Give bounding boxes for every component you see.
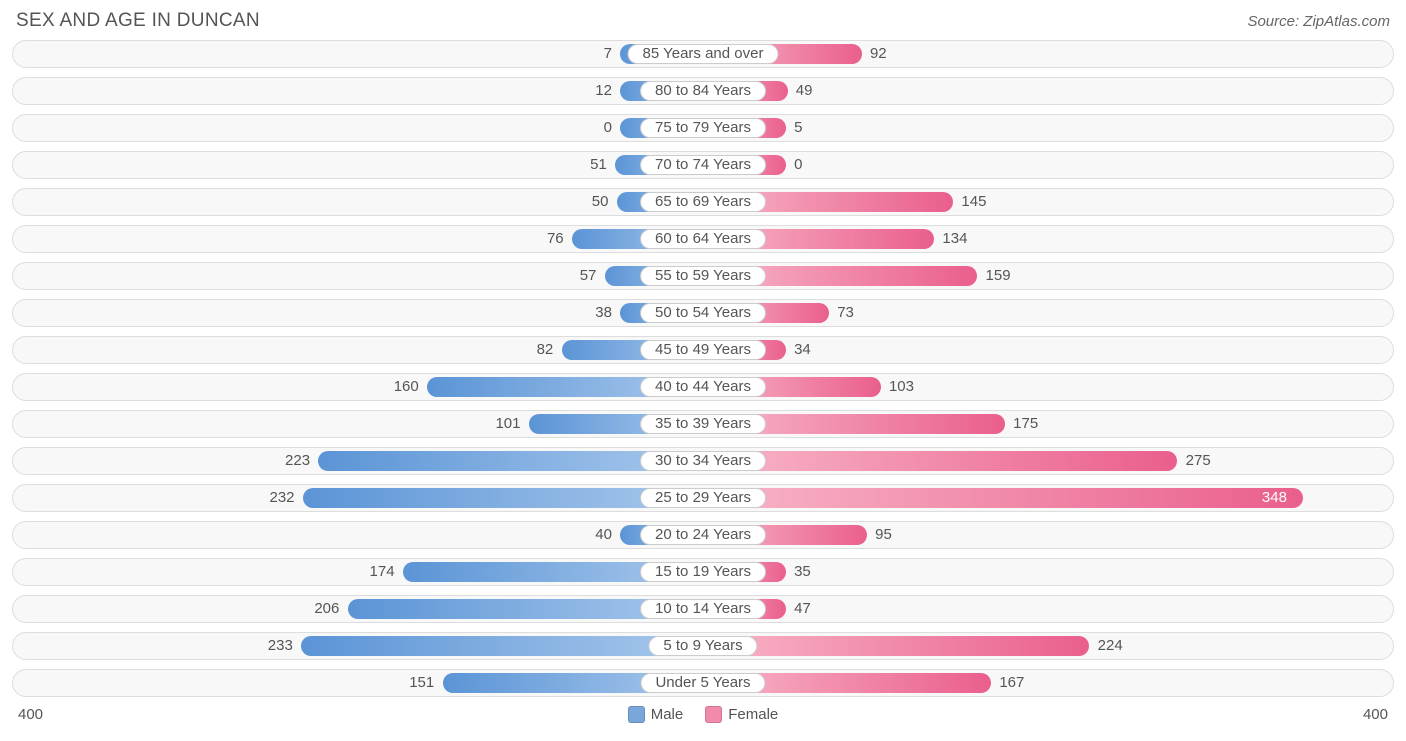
- age-label-pill: 45 to 49 Years: [640, 340, 766, 360]
- age-label-pill: 75 to 79 Years: [640, 118, 766, 138]
- age-label-pill: 25 to 29 Years: [640, 488, 766, 508]
- male-value: 160: [394, 374, 419, 400]
- age-label-pill: 5 to 9 Years: [648, 636, 757, 656]
- chart-footer: 400 Male Female 400: [12, 706, 1394, 723]
- age-label-pill: 80 to 84 Years: [640, 81, 766, 101]
- female-value: 159: [986, 263, 1011, 289]
- female-bar: [703, 488, 1303, 508]
- age-label-pill: 40 to 44 Years: [640, 377, 766, 397]
- pyramid-row: 151 167 Under 5 Years: [12, 669, 1394, 697]
- male-value: 151: [409, 670, 434, 696]
- pyramid-row: 206 47 10 to 14 Years: [12, 595, 1394, 623]
- female-value: 167: [999, 670, 1024, 696]
- male-value: 40: [595, 522, 612, 548]
- male-swatch-icon: [628, 706, 645, 723]
- female-value: 134: [942, 226, 967, 252]
- female-value: 5: [794, 115, 802, 141]
- male-value: 232: [270, 485, 295, 511]
- female-bar: [703, 636, 1089, 656]
- chart-title: SEX AND AGE IN DUNCAN: [16, 10, 260, 32]
- male-value: 0: [604, 115, 612, 141]
- axis-max-right: 400: [1328, 706, 1388, 723]
- female-value: 348: [1262, 485, 1287, 511]
- female-value: 224: [1098, 633, 1123, 659]
- age-label-pill: 10 to 14 Years: [640, 599, 766, 619]
- chart-source: Source: ZipAtlas.com: [1247, 13, 1390, 30]
- pyramid-row: 40 95 20 to 24 Years: [12, 521, 1394, 549]
- male-bar: [301, 636, 703, 656]
- age-label-pill: 20 to 24 Years: [640, 525, 766, 545]
- pyramid-row: 12 49 80 to 84 Years: [12, 77, 1394, 105]
- female-value: 145: [961, 189, 986, 215]
- female-value: 34: [794, 337, 811, 363]
- pyramid-row: 82 34 45 to 49 Years: [12, 336, 1394, 364]
- age-label-pill: 50 to 54 Years: [640, 303, 766, 323]
- female-value: 95: [875, 522, 892, 548]
- age-label-pill: Under 5 Years: [640, 673, 765, 693]
- legend-item-female: Female: [705, 706, 778, 723]
- pyramid-row: 232 348 25 to 29 Years: [12, 484, 1394, 512]
- pyramid-row: 174 35 15 to 19 Years: [12, 558, 1394, 586]
- female-value: 275: [1186, 448, 1211, 474]
- axis-max-left: 400: [18, 706, 78, 723]
- population-pyramid-chart: 79285 Years and over124980 to 84 Years05…: [12, 40, 1394, 697]
- pyramid-row: 57 159 55 to 59 Years: [12, 262, 1394, 290]
- legend-label-female: Female: [728, 706, 778, 723]
- female-bar: [703, 451, 1177, 471]
- female-value: 103: [889, 374, 914, 400]
- male-value: 223: [285, 448, 310, 474]
- age-label-pill: 70 to 74 Years: [640, 155, 766, 175]
- male-value: 57: [580, 263, 597, 289]
- chart-legend: Male Female: [78, 706, 1328, 723]
- age-label-pill: 85 Years and over: [628, 44, 779, 64]
- female-value: 0: [794, 152, 802, 178]
- male-value: 51: [590, 152, 607, 178]
- chart-header: SEX AND AGE IN DUNCAN Source: ZipAtlas.c…: [12, 10, 1394, 32]
- age-label-pill: 60 to 64 Years: [640, 229, 766, 249]
- pyramid-row: 101 175 35 to 39 Years: [12, 410, 1394, 438]
- age-label-pill: 15 to 19 Years: [640, 562, 766, 582]
- pyramid-row: 76 134 60 to 64 Years: [12, 225, 1394, 253]
- female-value: 92: [870, 41, 887, 67]
- age-label-pill: 55 to 59 Years: [640, 266, 766, 286]
- female-value: 49: [796, 78, 813, 104]
- pyramid-row: 7 92 85 Years and over: [12, 40, 1394, 68]
- pyramid-row: 38 73 50 to 54 Years: [12, 299, 1394, 327]
- male-value: 174: [370, 559, 395, 585]
- pyramid-row: 223 275 30 to 34 Years: [12, 447, 1394, 475]
- pyramid-row: 0 5 75 to 79 Years: [12, 114, 1394, 142]
- age-label-pill: 30 to 34 Years: [640, 451, 766, 471]
- legend-item-male: Male: [628, 706, 684, 723]
- female-value: 35: [794, 559, 811, 585]
- male-value: 233: [268, 633, 293, 659]
- pyramid-row: 51 0 70 to 74 Years: [12, 151, 1394, 179]
- female-value: 47: [794, 596, 811, 622]
- male-value: 76: [547, 226, 564, 252]
- pyramid-row: 160 103 40 to 44 Years: [12, 373, 1394, 401]
- male-value: 12: [595, 78, 612, 104]
- male-value: 101: [495, 411, 520, 437]
- pyramid-row: 233 224 5 to 9 Years: [12, 632, 1394, 660]
- female-value: 73: [837, 300, 854, 326]
- age-label-pill: 35 to 39 Years: [640, 414, 766, 434]
- legend-label-male: Male: [651, 706, 684, 723]
- pyramid-row: 50 145 65 to 69 Years: [12, 188, 1394, 216]
- male-value: 206: [314, 596, 339, 622]
- male-value: 82: [537, 337, 554, 363]
- male-value: 7: [604, 41, 612, 67]
- male-value: 38: [595, 300, 612, 326]
- female-value: 175: [1013, 411, 1038, 437]
- male-value: 50: [592, 189, 609, 215]
- female-swatch-icon: [705, 706, 722, 723]
- age-label-pill: 65 to 69 Years: [640, 192, 766, 212]
